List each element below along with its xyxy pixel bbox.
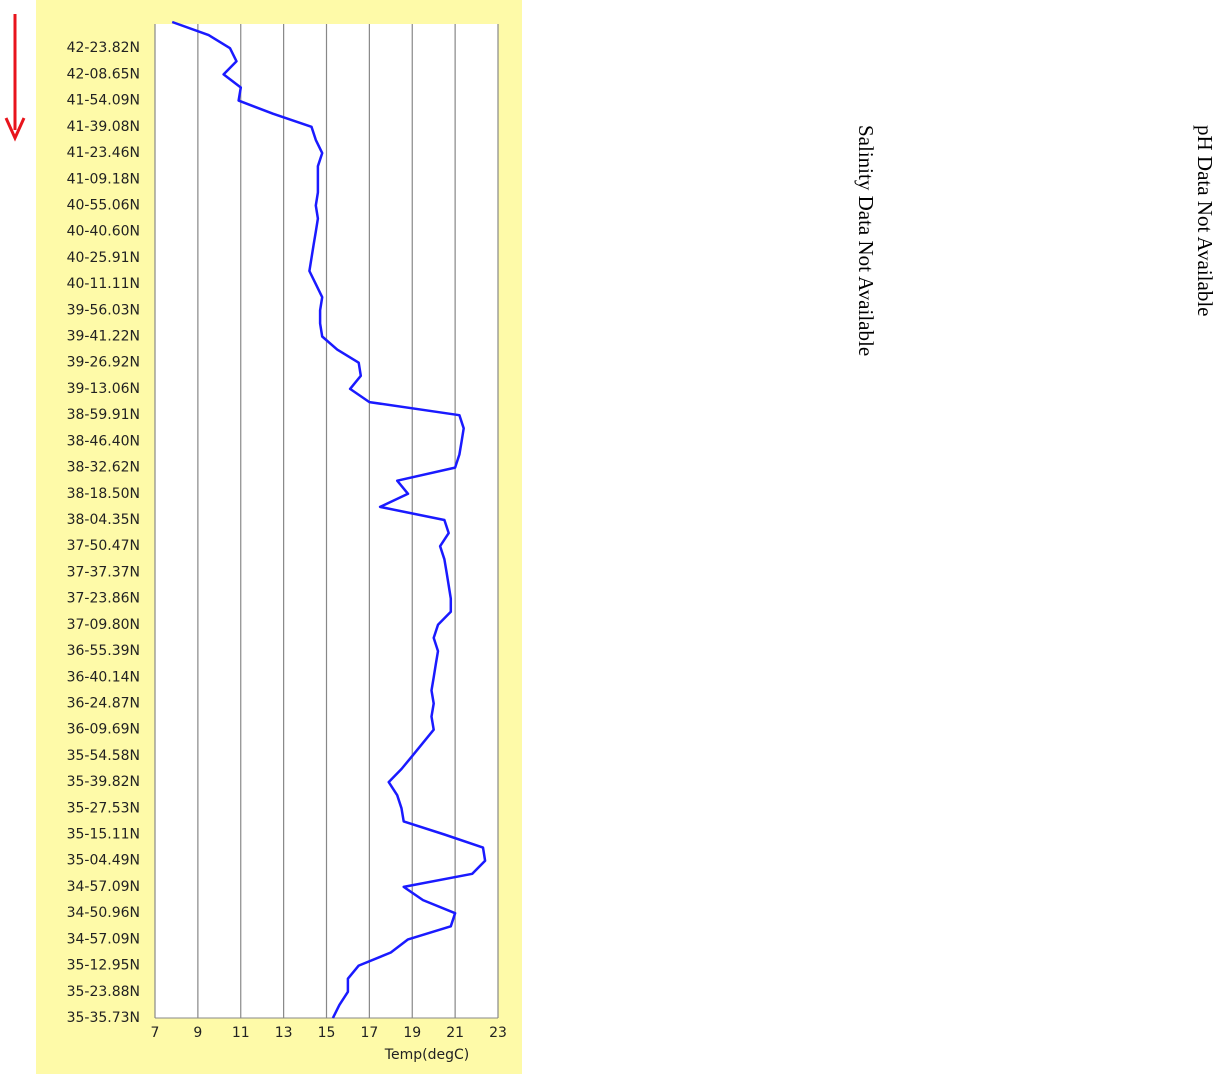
x-tick-label: 9 <box>193 1025 202 1041</box>
y-tick-label: 40-11.11N <box>67 276 140 292</box>
ph-note: pH Data Not Available <box>1193 125 1217 316</box>
y-tick-label: 42-23.82N <box>67 40 140 56</box>
x-tick-label: 7 <box>151 1025 160 1041</box>
y-tick-label: 41-54.09N <box>67 93 140 109</box>
y-tick-label: 35-27.53N <box>67 800 140 816</box>
y-tick-label: 37-09.80N <box>67 617 140 633</box>
y-tick-label: 36-55.39N <box>67 643 140 659</box>
y-tick-label: 35-04.49N <box>67 853 140 869</box>
y-tick-label: 35-15.11N <box>67 827 140 843</box>
y-tick-label: 38-59.91N <box>67 407 140 423</box>
y-tick-label: 38-46.40N <box>67 433 140 449</box>
y-tick-label: 38-04.35N <box>67 512 140 528</box>
x-tick-label: 23 <box>489 1025 507 1041</box>
x-tick-label: 11 <box>232 1025 250 1041</box>
y-tick-label: 36-09.69N <box>67 722 140 738</box>
y-tick-label: 37-23.86N <box>67 591 140 607</box>
y-tick-label: 34-50.96N <box>67 905 140 921</box>
y-tick-label: 38-18.50N <box>67 486 140 502</box>
y-tick-label: 41-23.46N <box>67 145 140 161</box>
y-tick-label: 39-41.22N <box>67 329 140 345</box>
y-tick-label: 35-35.73N <box>67 1010 140 1026</box>
y-tick-label: 36-40.14N <box>67 669 140 685</box>
y-tick-label: 40-55.06N <box>67 197 140 213</box>
x-tick-label: 21 <box>446 1025 464 1041</box>
y-tick-label: 42-08.65N <box>67 66 140 82</box>
y-tick-label: 39-13.06N <box>67 381 140 397</box>
y-tick-label: 37-50.47N <box>67 538 140 554</box>
x-tick-label: 13 <box>275 1025 293 1041</box>
y-tick-label: 34-57.09N <box>67 879 140 895</box>
y-tick-label: 37-37.37N <box>67 564 140 580</box>
y-tick-label: 35-23.88N <box>67 984 140 1000</box>
y-tick-label: 41-39.08N <box>67 119 140 135</box>
y-tick-label: 39-26.92N <box>67 355 140 371</box>
y-tick-label: 35-54.58N <box>67 748 140 764</box>
x-tick-label: 19 <box>403 1025 421 1041</box>
y-tick-label: 39-56.03N <box>67 302 140 318</box>
y-tick-label: 38-32.62N <box>67 460 140 476</box>
x-tick-label: 15 <box>318 1025 336 1041</box>
y-tick-label: 35-39.82N <box>67 774 140 790</box>
y-tick-label: 40-40.60N <box>67 224 140 240</box>
y-tick-label: 35-12.95N <box>67 958 140 974</box>
y-tick-label: 34-57.09N <box>67 931 140 947</box>
y-tick-label: 36-24.87N <box>67 695 140 711</box>
x-axis-title: Temp(degC) <box>384 1047 469 1063</box>
y-tick-label: 41-09.18N <box>67 171 140 187</box>
x-tick-label: 17 <box>360 1025 378 1041</box>
temperature-line <box>171 20 487 1019</box>
y-tick-label: 40-25.91N <box>67 250 140 266</box>
salinity-note: Salinity Data Not Available <box>854 125 878 356</box>
direction-arrow-head <box>4 117 26 142</box>
